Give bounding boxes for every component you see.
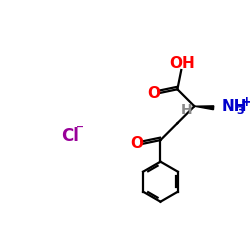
Text: OH: OH	[169, 56, 195, 70]
Text: Cl: Cl	[61, 127, 79, 145]
Text: O: O	[147, 86, 160, 101]
Text: H: H	[181, 103, 192, 117]
Text: ⁻: ⁻	[76, 122, 84, 138]
Text: NH: NH	[221, 99, 247, 114]
Polygon shape	[194, 106, 214, 110]
Text: O: O	[130, 136, 143, 152]
Text: +: +	[240, 96, 250, 110]
Text: 3: 3	[236, 106, 244, 116]
